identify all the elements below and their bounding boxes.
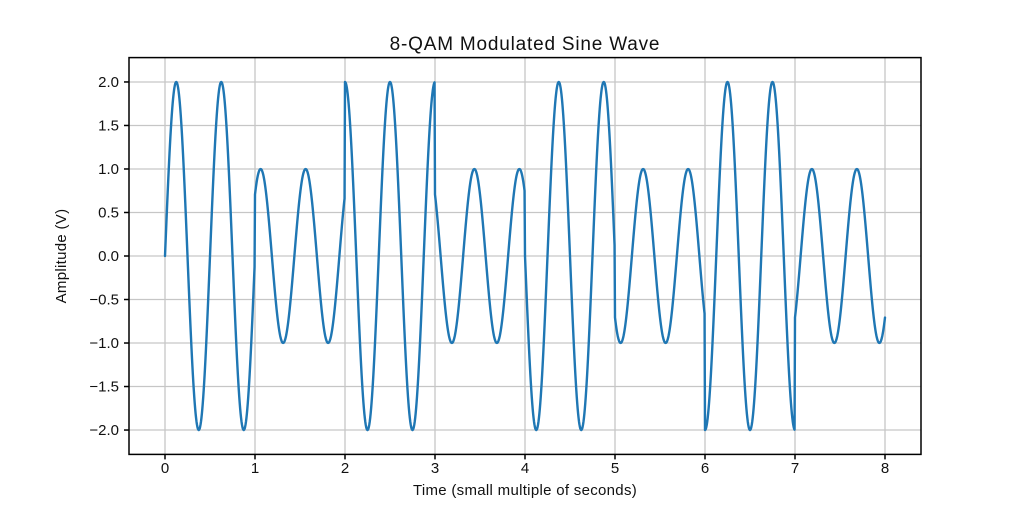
x-tick-label: 2 [341,460,349,477]
x-tick-label: 1 [251,460,259,477]
x-tick-label: 6 [701,460,709,477]
x-tick-label: 4 [521,460,529,477]
tick-marks [124,81,886,460]
y-tick-label: −0.5 [89,292,119,309]
y-tick-label: −2.0 [89,422,119,439]
x-tick-labels: 0 1 2 3 4 5 6 7 8 [161,460,889,477]
x-tick-label: 7 [791,460,799,477]
y-axis-label: Amplitude (V) [53,209,70,304]
y-tick-label: 1.5 [98,118,119,135]
chart-title: 8-QAM Modulated Sine Wave [390,34,661,55]
y-tick-label: 0.0 [98,248,119,265]
y-tick-label: 0.5 [98,205,119,222]
x-tick-label: 3 [431,460,439,477]
y-tick-label: −1.5 [89,379,119,396]
x-tick-label: 0 [161,460,169,477]
y-tick-label: −1.0 [89,335,119,352]
x-axis-label: Time (small multiple of seconds) [413,482,637,499]
waveform-line [163,80,887,432]
y-tick-label: 2.0 [98,74,119,91]
y-tick-labels: −2.0 −1.5 −1.0 −0.5 0.0 0.5 1.0 1.5 2.0 [89,74,119,439]
y-tick-label: 1.0 [98,161,119,178]
x-tick-label: 5 [611,460,619,477]
x-tick-label: 8 [881,460,889,477]
